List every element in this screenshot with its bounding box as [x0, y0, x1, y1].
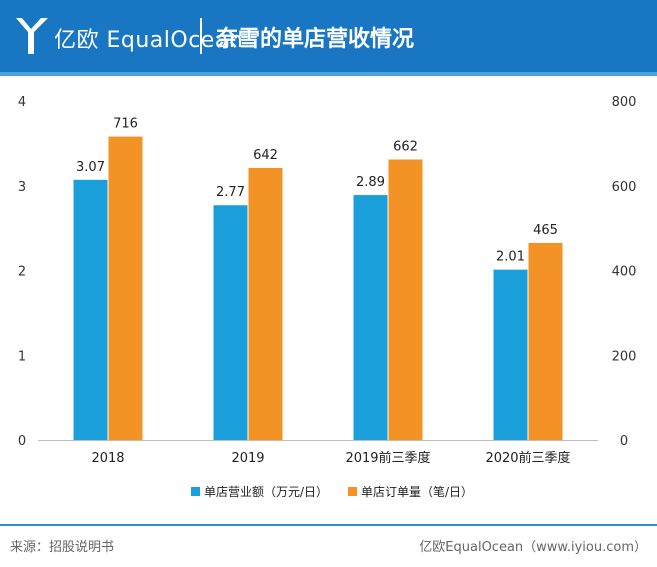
footer-divider: [0, 524, 657, 526]
equalocean-logo-icon: [16, 18, 48, 54]
data-label-revenue: 2.77: [216, 185, 245, 200]
x-tick-label: 2020前三季度: [485, 450, 570, 466]
data-label-orders: 662: [393, 139, 418, 154]
legend-label-revenue: 单店营业额（万元/日）: [204, 485, 328, 499]
y-left-tick-label: 3: [18, 180, 26, 195]
header-divider: [200, 18, 202, 54]
y-left-tick-label: 2: [18, 265, 26, 280]
bar-orders: [108, 136, 143, 440]
y-right-tick-label: 200: [612, 349, 637, 364]
data-label-revenue: 2.01: [496, 250, 525, 265]
y-right-tick-label: 800: [612, 95, 637, 110]
data-label-orders: 716: [113, 117, 138, 132]
source-note: 来源：招股说明书: [10, 540, 115, 555]
bar-chart: 0 1 2 3 4 0 200 400 600 800 3.07 716 2018 2.77 642 2019…: [18, 95, 637, 499]
bar-orders: [388, 159, 423, 440]
bar-revenue: [213, 205, 248, 440]
x-tick-label: 2019前三季度: [345, 450, 430, 466]
legend-label-orders: 单店订单量（笔/日）: [361, 484, 473, 499]
page-title: 奈雪的单店营收情况: [216, 27, 415, 52]
legend-swatch-revenue: [191, 487, 200, 496]
y-right-tick-label: 400: [612, 265, 637, 280]
bar-revenue: [73, 179, 108, 440]
bar-revenue: [493, 269, 528, 440]
x-tick-label: 2018: [91, 451, 124, 466]
y-right-tick-label: 600: [612, 180, 637, 195]
x-tick-label: 2019: [231, 451, 264, 466]
header-accent-line: [0, 72, 657, 76]
data-label-revenue: 2.89: [356, 175, 385, 190]
data-label-orders: 642: [253, 148, 278, 163]
data-label-orders: 465: [533, 223, 558, 238]
y-left-tick-label: 4: [18, 95, 26, 110]
y-right-tick-label: 0: [620, 434, 628, 449]
legend-swatch-orders: [348, 487, 357, 496]
bar-orders: [248, 167, 283, 440]
header-banner: 亿欧 EqualOcean 奈雪的单店营收情况: [0, 0, 657, 72]
bar-revenue: [353, 195, 388, 440]
bar-orders: [528, 242, 563, 440]
credit-note: 亿欧EqualOcean（www.iyiou.com）: [419, 540, 647, 555]
brand-name: 亿欧 EqualOcean: [54, 28, 244, 53]
y-left-tick-label: 0: [18, 434, 26, 449]
data-label-revenue: 3.07: [76, 160, 105, 175]
y-left-tick-label: 1: [18, 349, 26, 364]
